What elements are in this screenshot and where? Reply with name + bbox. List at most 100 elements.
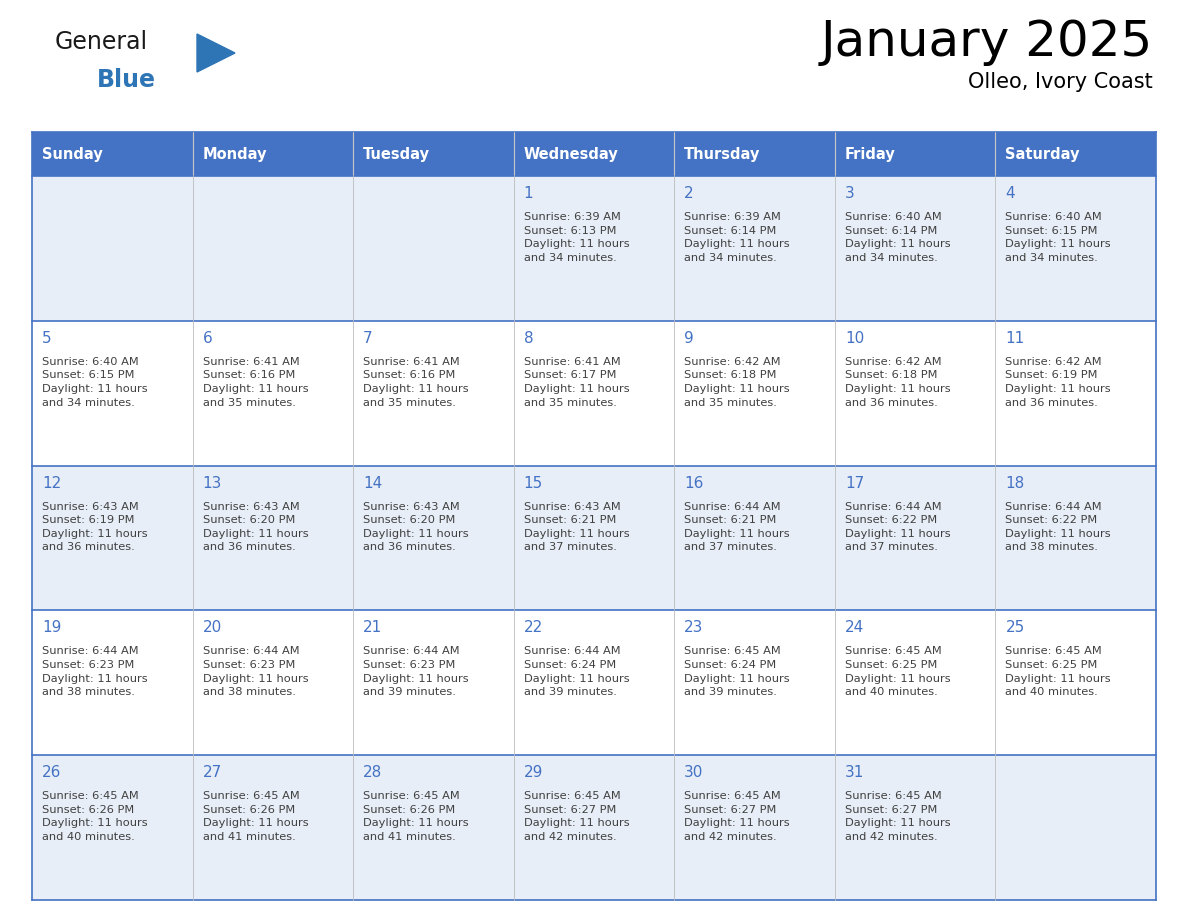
- Text: Sunrise: 6:44 AM
Sunset: 6:23 PM
Daylight: 11 hours
and 38 minutes.: Sunrise: 6:44 AM Sunset: 6:23 PM Dayligh…: [42, 646, 147, 697]
- Text: 16: 16: [684, 476, 703, 490]
- Text: 19: 19: [42, 621, 62, 635]
- Text: Sunrise: 6:43 AM
Sunset: 6:20 PM
Daylight: 11 hours
and 36 minutes.: Sunrise: 6:43 AM Sunset: 6:20 PM Dayligh…: [203, 501, 308, 553]
- Text: Sunrise: 6:43 AM
Sunset: 6:19 PM
Daylight: 11 hours
and 36 minutes.: Sunrise: 6:43 AM Sunset: 6:19 PM Dayligh…: [42, 501, 147, 553]
- Text: Sunrise: 6:45 AM
Sunset: 6:25 PM
Daylight: 11 hours
and 40 minutes.: Sunrise: 6:45 AM Sunset: 6:25 PM Dayligh…: [1005, 646, 1111, 697]
- Text: Sunrise: 6:39 AM
Sunset: 6:13 PM
Daylight: 11 hours
and 34 minutes.: Sunrise: 6:39 AM Sunset: 6:13 PM Dayligh…: [524, 212, 630, 263]
- Text: Sunrise: 6:42 AM
Sunset: 6:18 PM
Daylight: 11 hours
and 36 minutes.: Sunrise: 6:42 AM Sunset: 6:18 PM Dayligh…: [845, 357, 950, 408]
- Text: Sunrise: 6:45 AM
Sunset: 6:24 PM
Daylight: 11 hours
and 39 minutes.: Sunrise: 6:45 AM Sunset: 6:24 PM Dayligh…: [684, 646, 790, 697]
- Text: Thursday: Thursday: [684, 147, 760, 162]
- Text: Sunrise: 6:44 AM
Sunset: 6:23 PM
Daylight: 11 hours
and 39 minutes.: Sunrise: 6:44 AM Sunset: 6:23 PM Dayligh…: [364, 646, 469, 697]
- Text: Sunrise: 6:39 AM
Sunset: 6:14 PM
Daylight: 11 hours
and 34 minutes.: Sunrise: 6:39 AM Sunset: 6:14 PM Dayligh…: [684, 212, 790, 263]
- Bar: [675, 176, 835, 320]
- Text: Sunrise: 6:45 AM
Sunset: 6:25 PM
Daylight: 11 hours
and 40 minutes.: Sunrise: 6:45 AM Sunset: 6:25 PM Dayligh…: [845, 646, 950, 697]
- Text: 18: 18: [1005, 476, 1025, 490]
- Text: Sunrise: 6:40 AM
Sunset: 6:15 PM
Daylight: 11 hours
and 34 minutes.: Sunrise: 6:40 AM Sunset: 6:15 PM Dayligh…: [42, 357, 147, 408]
- Text: General: General: [55, 30, 148, 54]
- Bar: [996, 756, 1156, 900]
- Text: 14: 14: [364, 476, 383, 490]
- Bar: [32, 465, 192, 610]
- Text: 7: 7: [364, 330, 373, 346]
- Text: Sunrise: 6:41 AM
Sunset: 6:16 PM
Daylight: 11 hours
and 35 minutes.: Sunrise: 6:41 AM Sunset: 6:16 PM Dayligh…: [364, 357, 469, 408]
- Text: 23: 23: [684, 621, 703, 635]
- Text: Sunrise: 6:45 AM
Sunset: 6:26 PM
Daylight: 11 hours
and 40 minutes.: Sunrise: 6:45 AM Sunset: 6:26 PM Dayligh…: [42, 791, 147, 842]
- Text: Sunrise: 6:45 AM
Sunset: 6:27 PM
Daylight: 11 hours
and 42 minutes.: Sunrise: 6:45 AM Sunset: 6:27 PM Dayligh…: [524, 791, 630, 842]
- Bar: [192, 610, 353, 756]
- Text: January 2025: January 2025: [821, 18, 1154, 66]
- Text: 12: 12: [42, 476, 62, 490]
- Text: 28: 28: [364, 766, 383, 780]
- Text: Tuesday: Tuesday: [364, 147, 430, 162]
- Text: Sunrise: 6:43 AM
Sunset: 6:21 PM
Daylight: 11 hours
and 37 minutes.: Sunrise: 6:43 AM Sunset: 6:21 PM Dayligh…: [524, 501, 630, 553]
- Bar: [675, 465, 835, 610]
- Text: 11: 11: [1005, 330, 1025, 346]
- Bar: [353, 132, 513, 176]
- Bar: [353, 756, 513, 900]
- Bar: [996, 132, 1156, 176]
- Bar: [513, 176, 675, 320]
- Text: Sunday: Sunday: [42, 147, 102, 162]
- Text: 30: 30: [684, 766, 703, 780]
- Text: Sunrise: 6:42 AM
Sunset: 6:19 PM
Daylight: 11 hours
and 36 minutes.: Sunrise: 6:42 AM Sunset: 6:19 PM Dayligh…: [1005, 357, 1111, 408]
- Bar: [996, 320, 1156, 465]
- Text: Sunrise: 6:44 AM
Sunset: 6:23 PM
Daylight: 11 hours
and 38 minutes.: Sunrise: 6:44 AM Sunset: 6:23 PM Dayligh…: [203, 646, 308, 697]
- Text: 10: 10: [845, 330, 864, 346]
- Text: 27: 27: [203, 766, 222, 780]
- Bar: [192, 132, 353, 176]
- Bar: [353, 465, 513, 610]
- Text: 3: 3: [845, 186, 854, 201]
- Bar: [835, 756, 996, 900]
- Bar: [675, 132, 835, 176]
- Bar: [675, 320, 835, 465]
- Text: 29: 29: [524, 766, 543, 780]
- Bar: [835, 132, 996, 176]
- Text: 5: 5: [42, 330, 51, 346]
- Text: 15: 15: [524, 476, 543, 490]
- Bar: [513, 610, 675, 756]
- Bar: [32, 132, 192, 176]
- Bar: [675, 756, 835, 900]
- Text: 4: 4: [1005, 186, 1015, 201]
- Text: 8: 8: [524, 330, 533, 346]
- Bar: [192, 465, 353, 610]
- Bar: [513, 320, 675, 465]
- Bar: [32, 176, 192, 320]
- Bar: [32, 756, 192, 900]
- Text: Sunrise: 6:41 AM
Sunset: 6:17 PM
Daylight: 11 hours
and 35 minutes.: Sunrise: 6:41 AM Sunset: 6:17 PM Dayligh…: [524, 357, 630, 408]
- Bar: [513, 132, 675, 176]
- Text: 2: 2: [684, 186, 694, 201]
- Bar: [192, 176, 353, 320]
- Text: Sunrise: 6:45 AM
Sunset: 6:26 PM
Daylight: 11 hours
and 41 minutes.: Sunrise: 6:45 AM Sunset: 6:26 PM Dayligh…: [203, 791, 308, 842]
- Bar: [32, 610, 192, 756]
- Bar: [996, 176, 1156, 320]
- Text: 22: 22: [524, 621, 543, 635]
- Bar: [835, 465, 996, 610]
- Text: Sunrise: 6:44 AM
Sunset: 6:22 PM
Daylight: 11 hours
and 38 minutes.: Sunrise: 6:44 AM Sunset: 6:22 PM Dayligh…: [1005, 501, 1111, 553]
- Text: Sunrise: 6:44 AM
Sunset: 6:24 PM
Daylight: 11 hours
and 39 minutes.: Sunrise: 6:44 AM Sunset: 6:24 PM Dayligh…: [524, 646, 630, 697]
- Bar: [513, 465, 675, 610]
- Text: 6: 6: [203, 330, 213, 346]
- Bar: [835, 176, 996, 320]
- Bar: [192, 756, 353, 900]
- Text: Monday: Monday: [203, 147, 267, 162]
- Text: 9: 9: [684, 330, 694, 346]
- Text: 13: 13: [203, 476, 222, 490]
- Bar: [353, 610, 513, 756]
- Text: Sunrise: 6:45 AM
Sunset: 6:27 PM
Daylight: 11 hours
and 42 minutes.: Sunrise: 6:45 AM Sunset: 6:27 PM Dayligh…: [684, 791, 790, 842]
- Text: Sunrise: 6:40 AM
Sunset: 6:15 PM
Daylight: 11 hours
and 34 minutes.: Sunrise: 6:40 AM Sunset: 6:15 PM Dayligh…: [1005, 212, 1111, 263]
- Text: Olleo, Ivory Coast: Olleo, Ivory Coast: [968, 72, 1154, 92]
- Text: Sunrise: 6:41 AM
Sunset: 6:16 PM
Daylight: 11 hours
and 35 minutes.: Sunrise: 6:41 AM Sunset: 6:16 PM Dayligh…: [203, 357, 308, 408]
- Bar: [996, 610, 1156, 756]
- Text: Sunrise: 6:45 AM
Sunset: 6:26 PM
Daylight: 11 hours
and 41 minutes.: Sunrise: 6:45 AM Sunset: 6:26 PM Dayligh…: [364, 791, 469, 842]
- Text: Saturday: Saturday: [1005, 147, 1080, 162]
- Text: Sunrise: 6:45 AM
Sunset: 6:27 PM
Daylight: 11 hours
and 42 minutes.: Sunrise: 6:45 AM Sunset: 6:27 PM Dayligh…: [845, 791, 950, 842]
- Bar: [835, 320, 996, 465]
- Text: Friday: Friday: [845, 147, 896, 162]
- Bar: [32, 320, 192, 465]
- Text: 1: 1: [524, 186, 533, 201]
- Text: Sunrise: 6:40 AM
Sunset: 6:14 PM
Daylight: 11 hours
and 34 minutes.: Sunrise: 6:40 AM Sunset: 6:14 PM Dayligh…: [845, 212, 950, 263]
- Text: 21: 21: [364, 621, 383, 635]
- Text: Blue: Blue: [97, 68, 156, 92]
- Bar: [192, 320, 353, 465]
- Text: 24: 24: [845, 621, 864, 635]
- Text: Sunrise: 6:43 AM
Sunset: 6:20 PM
Daylight: 11 hours
and 36 minutes.: Sunrise: 6:43 AM Sunset: 6:20 PM Dayligh…: [364, 501, 469, 553]
